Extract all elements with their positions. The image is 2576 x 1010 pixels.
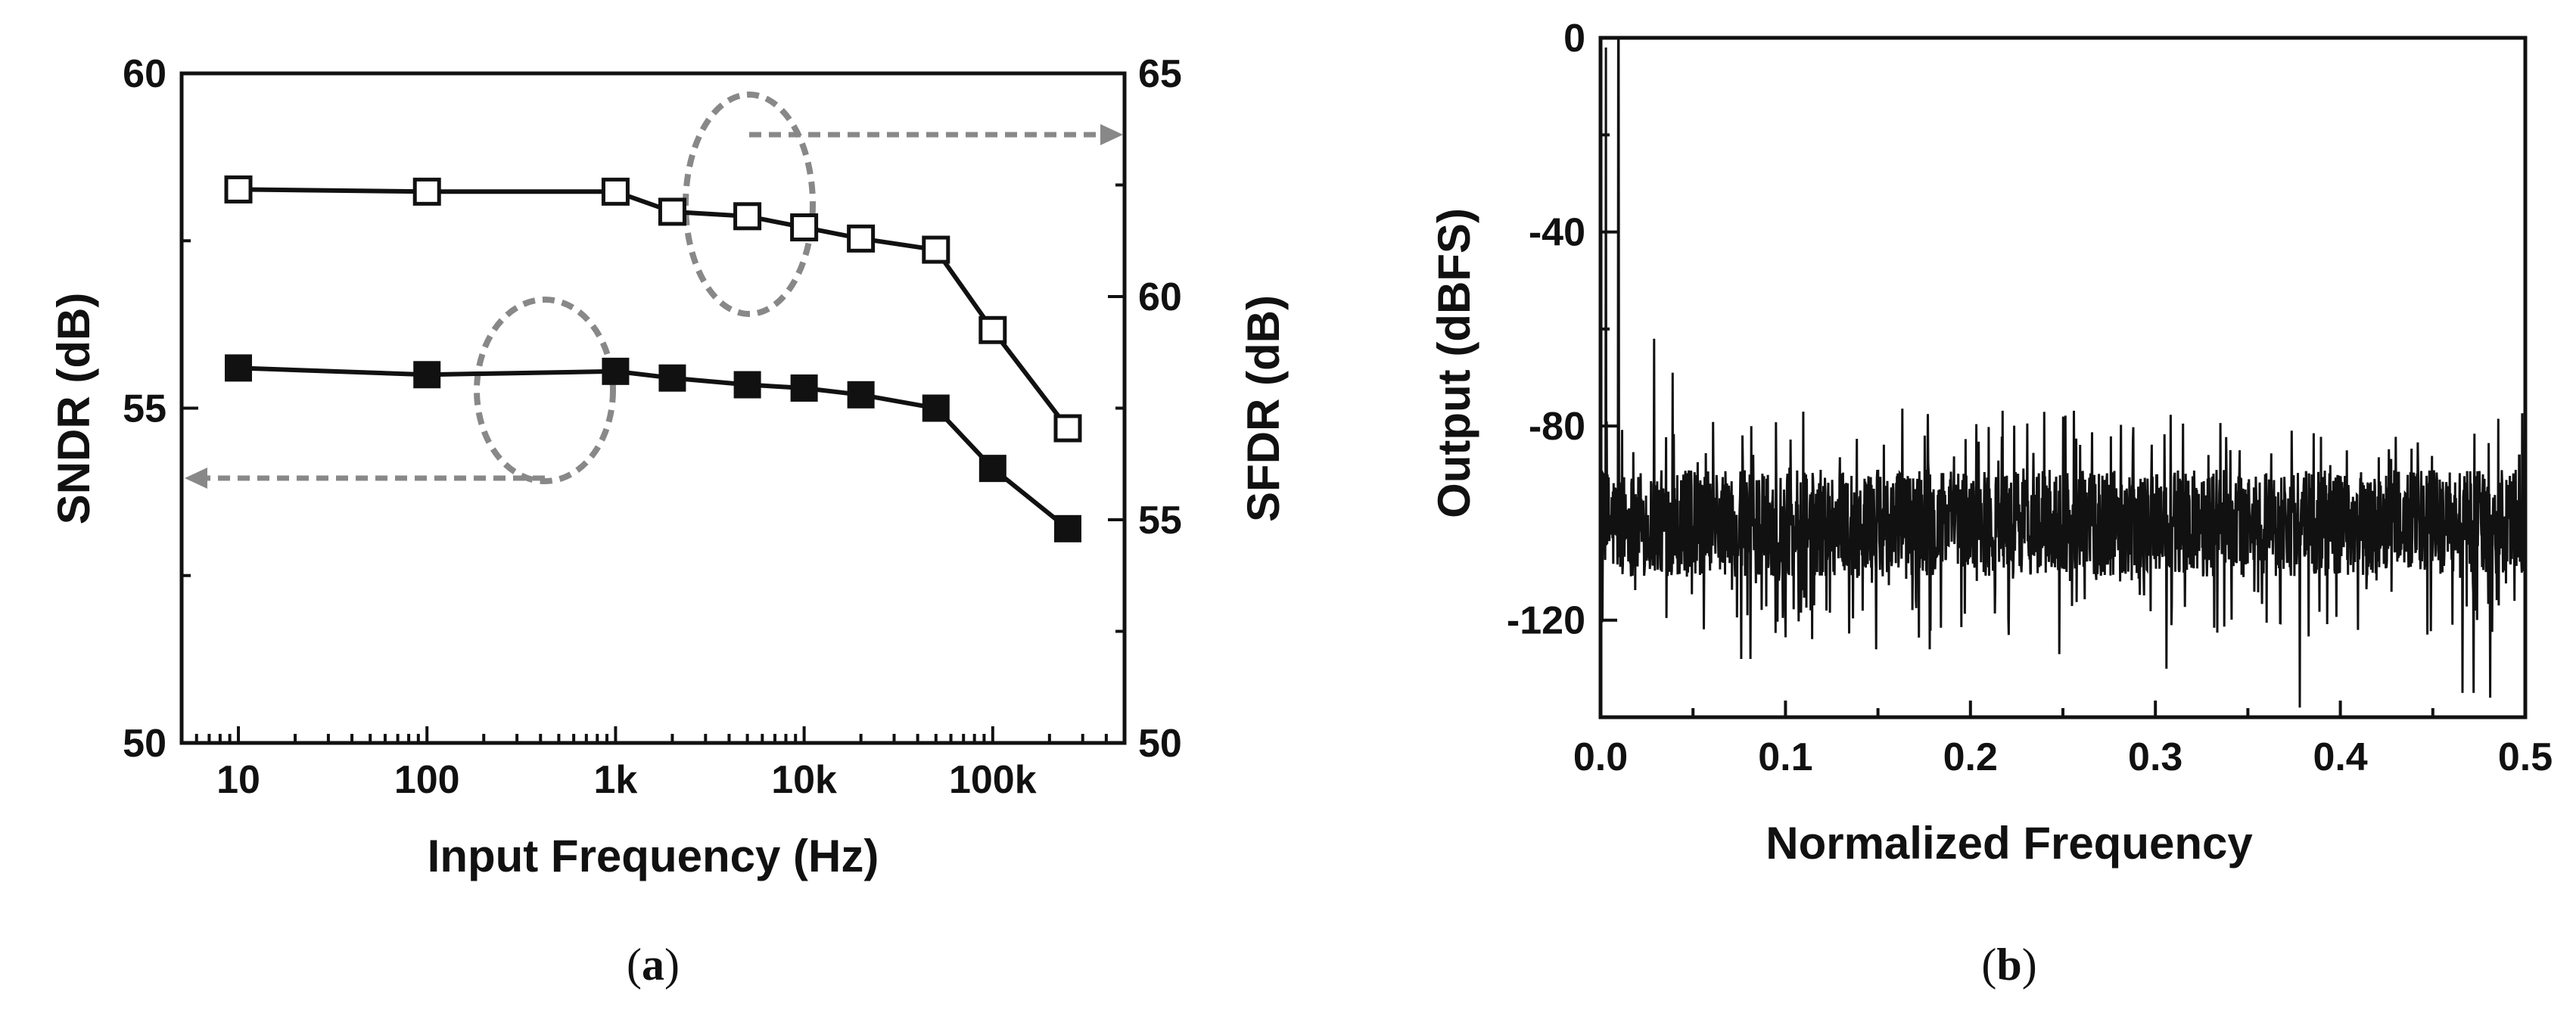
sndr-marker: [978, 455, 1006, 483]
sndr-marker: [602, 357, 630, 385]
sndr-marker: [847, 381, 875, 409]
sfdr-marker: [733, 202, 762, 231]
sndr-marker: [1053, 514, 1081, 542]
panel-a: 10 100 1k 10k 100k 50 55 60 50 55 60 65 Input Frequ…: [48, 52, 1289, 990]
x-tick-label: 0.0: [1573, 735, 1628, 779]
y-right-tick-label: 65: [1138, 52, 1182, 96]
sndr-line: [238, 365, 1069, 531]
x-tick-label: 0.5: [2498, 735, 2553, 779]
y-right-tick-label: 50: [1138, 722, 1182, 766]
y-tick-label: -80: [1529, 405, 1585, 449]
sfdr-marker: [601, 177, 630, 206]
sfdr-marker: [847, 224, 876, 253]
panel-a-caption: (a): [627, 940, 680, 990]
y-right-tick-label: 60: [1138, 275, 1182, 319]
sndr-marker: [733, 371, 761, 399]
plot-b-ylabel: Output (dBFS): [1429, 208, 1479, 518]
plot-a-frame: [179, 71, 1127, 745]
sndr-marker: [922, 394, 950, 422]
sfdr-marker: [790, 213, 819, 242]
plot-a-series: [224, 175, 1082, 542]
sfdr-marker: [922, 235, 950, 264]
plot-a-ylabel-right: SFDR (dB): [1238, 295, 1289, 522]
sfdr-marker: [978, 315, 1007, 344]
x-tick-label: 0.4: [2313, 735, 2367, 779]
x-tick-label: 0.3: [2128, 735, 2182, 779]
panel-b-caption: (b): [1981, 940, 2036, 990]
plot-a-ylabel-left: SNDR (dB): [48, 293, 99, 525]
y-tick-label: 0: [1563, 17, 1585, 61]
x-tick-label: 0.2: [1943, 735, 1998, 779]
sfdr-marker: [1053, 414, 1082, 443]
x-tick-label: 1k: [593, 758, 637, 802]
plot-b-xlabel: Normalized Frequency: [1766, 818, 2253, 869]
x-tick-label: 0.1: [1758, 735, 1812, 779]
x-tick-label: 10k: [771, 758, 837, 802]
y-tick-label: -40: [1529, 211, 1585, 255]
spectrum-trace: [1599, 36, 2527, 708]
y-left-tick-label: 55: [123, 387, 166, 431]
y-left-tick-label: 50: [123, 722, 166, 766]
plot-a-xlabel: Input Frequency (Hz): [428, 831, 879, 881]
y-tick-label: -120: [1507, 599, 1585, 643]
sndr-marker: [413, 361, 441, 389]
sfdr-line: [238, 187, 1070, 430]
plot-b-ticks: 0.0 0.1 0.2 0.3 0.4 0.5 0 -40 -80 -120: [1507, 17, 2553, 779]
sndr-ellipse: [474, 297, 616, 484]
x-tick-label: 10: [216, 758, 260, 802]
sndr-axis-annotation: [185, 297, 616, 489]
sfdr-marker: [412, 177, 441, 206]
panel-b: 0.0 0.1 0.2 0.3 0.4 0.5 0 -40 -80 -120 Normalized…: [1429, 17, 2553, 990]
sndr-marker: [225, 354, 253, 382]
x-tick-label: 100: [394, 758, 460, 802]
sndr-arrow-head: [185, 468, 207, 489]
spectrum-line: [1599, 36, 2527, 708]
y-left-tick-label: 60: [123, 52, 166, 96]
y-right-tick-label: 55: [1138, 499, 1182, 542]
plot-b-frame: [1598, 36, 2528, 719]
sfdr-marker: [224, 175, 253, 204]
sfdr-arrow-head: [1100, 124, 1123, 145]
x-tick-label: 100k: [949, 758, 1037, 802]
sfdr-marker: [658, 197, 686, 226]
plot-a-ticks: 10 100 1k 10k 100k 50 55 60 50 55 60 65: [123, 52, 1182, 802]
sndr-marker: [790, 374, 818, 402]
sndr-marker: [658, 364, 686, 392]
